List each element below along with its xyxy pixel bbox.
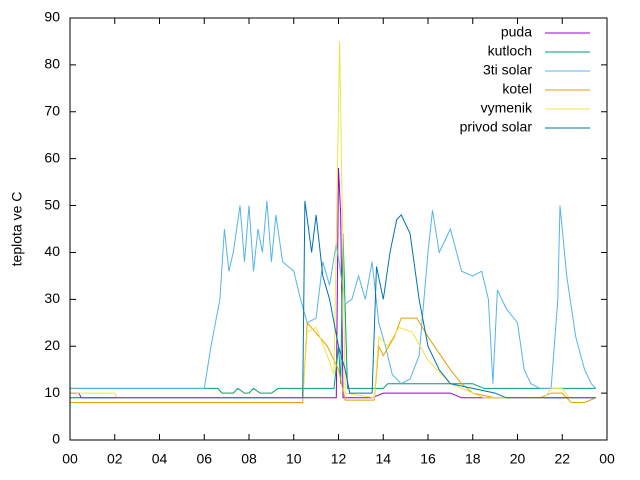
x-tick-label: 20 [510,451,526,467]
series-line [70,200,597,389]
plot-border [69,17,608,441]
legend-label: privod solar [460,119,533,135]
x-tick-label: 02 [107,451,123,467]
x-tick-label: 18 [465,451,481,467]
legend-label: kotel [502,81,532,97]
legend-label: vymenik [481,100,533,116]
x-tick-label: 04 [152,451,168,467]
series-line [70,200,596,399]
series-line [70,233,596,394]
y-tick-label: 90 [44,9,60,25]
y-tick-label: 10 [44,384,60,400]
y-axis-label: teplota ve C [9,192,25,267]
x-tick-label: 22 [554,451,570,467]
series-line [70,167,596,399]
y-tick-label: 20 [44,337,60,353]
y-tick-label: 30 [44,290,60,306]
x-tick-label: 08 [241,451,257,467]
legend-label: kutloch [488,43,532,59]
y-tick-label: 80 [44,56,60,72]
y-tick-label: 40 [44,243,60,259]
series-line [70,41,596,399]
y-tick-label: 0 [52,431,60,447]
legend-label: puda [501,24,532,40]
x-tick-label: 12 [331,451,347,467]
x-tick-label: 00 [599,451,615,467]
x-tick-label: 00 [62,451,78,467]
legend-label: 3ti solar [483,62,532,78]
x-tick-label: 10 [286,451,302,467]
y-tick-label: 70 [44,102,60,118]
y-tick-label: 50 [44,196,60,212]
x-tick-label: 06 [196,451,212,467]
x-tick-label: 14 [375,451,391,467]
y-tick-label: 60 [44,149,60,165]
x-tick-label: 16 [420,451,436,467]
series-line [70,317,596,403]
